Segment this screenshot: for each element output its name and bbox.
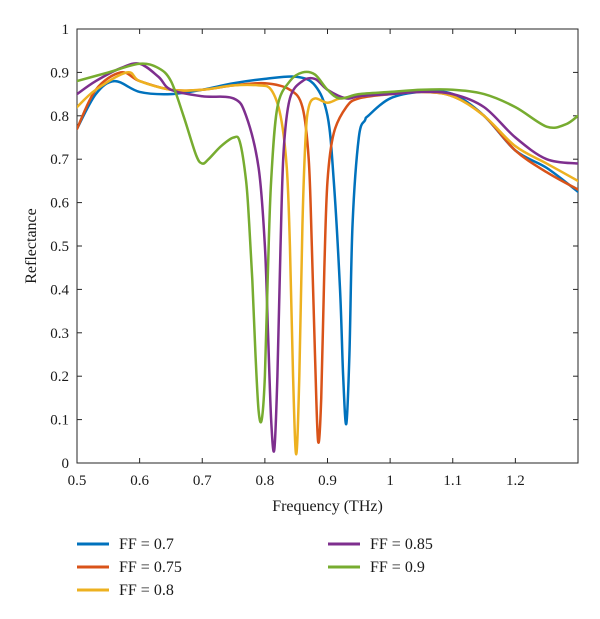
legend-label: FF = 0.8 bbox=[119, 582, 174, 599]
legend-label: FF = 0.9 bbox=[370, 559, 425, 576]
series-line-2 bbox=[77, 70, 578, 444]
series-lines bbox=[77, 62, 578, 456]
x-axis-ticks: 0.5 0.6 0.7 0.8 0.9 1 1.1 1.2 bbox=[68, 29, 525, 489]
y-tick-label: 1 bbox=[62, 22, 70, 38]
legend-item: FF = 0.85 bbox=[328, 536, 433, 553]
legend: FF = 0.7 FF = 0.75 FF = 0.8 FF = 0.85 FF = 0… bbox=[77, 536, 433, 599]
legend-item: FF = 0.75 bbox=[77, 559, 182, 576]
series-line-5 bbox=[77, 62, 578, 424]
y-tick-label: 0.6 bbox=[50, 196, 69, 212]
y-tick-label: 0.4 bbox=[50, 282, 69, 298]
y-tick-label: 0.5 bbox=[50, 239, 69, 255]
legend-item: FF = 0.8 bbox=[77, 582, 174, 599]
series-line-1 bbox=[77, 75, 578, 426]
y-tick-label: 0.8 bbox=[50, 109, 69, 125]
legend-item: FF = 0.9 bbox=[328, 559, 425, 576]
y-tick-label: 0.3 bbox=[50, 326, 69, 342]
x-tick-label: 0.5 bbox=[68, 473, 87, 489]
y-axis-title: Reflectance bbox=[23, 208, 40, 284]
x-tick-label: 0.7 bbox=[193, 473, 212, 489]
series-line-4 bbox=[77, 62, 578, 453]
x-tick-label: 0.8 bbox=[256, 473, 275, 489]
x-tick-label: 1 bbox=[386, 473, 394, 489]
y-axis-ticks: 0 0.1 0.2 0.3 0.4 0.5 0.6 0.7 0.8 0.9 1 bbox=[50, 22, 578, 472]
y-tick-label: 0.1 bbox=[50, 413, 69, 429]
y-tick-label: 0.9 bbox=[50, 65, 69, 81]
series-line-3 bbox=[77, 70, 578, 456]
x-tick-label: 0.9 bbox=[318, 473, 337, 489]
legend-item: FF = 0.7 bbox=[77, 536, 174, 553]
x-tick-label: 0.6 bbox=[130, 473, 149, 489]
y-tick-label: 0 bbox=[62, 456, 70, 472]
y-tick-label: 0.2 bbox=[50, 369, 69, 385]
y-tick-label: 0.7 bbox=[50, 152, 69, 168]
legend-label: FF = 0.85 bbox=[370, 536, 433, 553]
legend-label: FF = 0.75 bbox=[119, 559, 182, 576]
x-tick-label: 1.2 bbox=[506, 473, 525, 489]
legend-label: FF = 0.7 bbox=[119, 536, 174, 553]
x-axis-title: Frequency (THz) bbox=[272, 498, 383, 515]
x-tick-label: 1.1 bbox=[443, 473, 462, 489]
